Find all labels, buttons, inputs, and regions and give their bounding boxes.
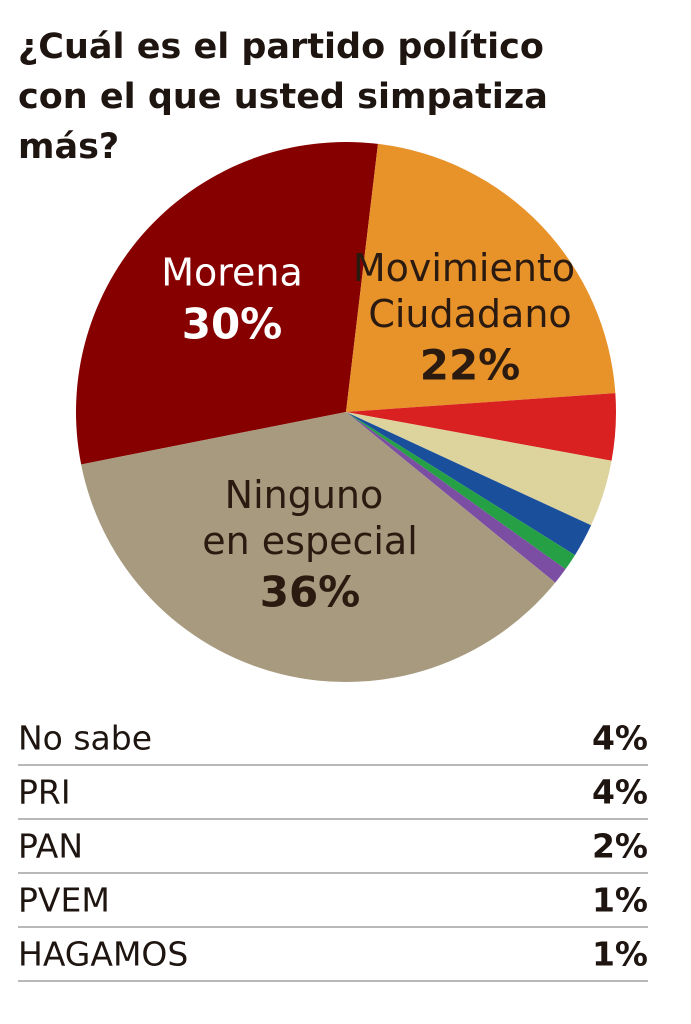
- table-label: PRI: [18, 773, 71, 812]
- chart-title: ¿Cuál es el partido político con el que …: [18, 27, 548, 167]
- table-label: No sabe: [18, 719, 152, 758]
- slice-value: 22%: [420, 341, 521, 390]
- slice-label: Morena: [161, 251, 303, 295]
- pie-slice: [346, 393, 616, 461]
- slice-label-line: en especial: [202, 519, 418, 563]
- table-label: PVEM: [18, 881, 110, 920]
- slice-label: Ninguno en especial: [202, 473, 418, 563]
- table-label: HAGAMOS: [18, 935, 188, 974]
- pie-slice: [346, 412, 592, 556]
- slice-label: Movimiento Ciudadano: [353, 246, 587, 336]
- table-value: 2%: [592, 827, 648, 866]
- slice-label-line: Ninguno: [225, 473, 396, 517]
- pie-slice: [76, 141, 378, 465]
- pie-slice: [81, 412, 556, 682]
- table-value: 4%: [592, 773, 648, 812]
- slice-value: 30%: [182, 300, 283, 349]
- table-value: 1%: [592, 935, 648, 974]
- pie-slice: [346, 412, 612, 526]
- slice-label-line: Ciudadano: [368, 292, 571, 336]
- pie-slice: [346, 412, 575, 570]
- pie-slice: [346, 143, 616, 413]
- table-value: 1%: [592, 881, 648, 920]
- pie-slice: [346, 412, 566, 583]
- slice-value: 36%: [260, 568, 361, 617]
- table-label: PAN: [18, 827, 83, 866]
- table-value: 4%: [592, 719, 648, 758]
- slice-label-line: Movimiento: [353, 246, 587, 290]
